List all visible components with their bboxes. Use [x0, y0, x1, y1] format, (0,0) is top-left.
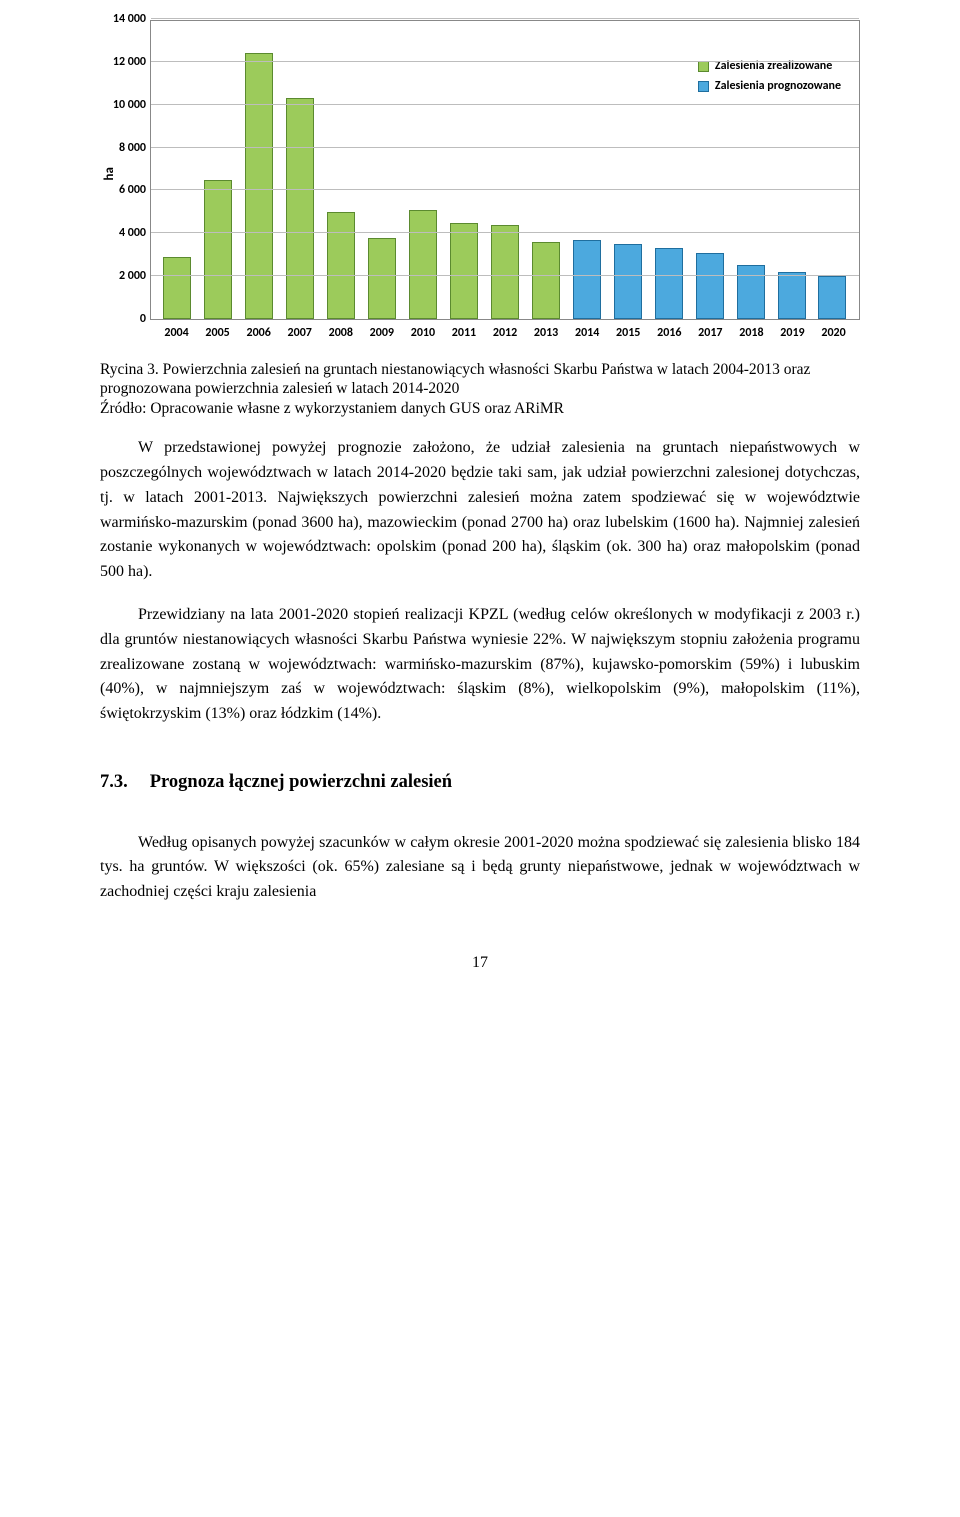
bar-2005	[204, 180, 232, 319]
bar-2016	[655, 248, 683, 319]
x-tick-label: 2019	[772, 324, 813, 342]
afforestation-bar-chart: ha Zalesienia zrealizowane Zalesienia pro…	[100, 20, 860, 342]
figure-caption-source: Źródło: Opracowanie własne z wykorzystan…	[100, 400, 564, 417]
legend-swatch	[698, 81, 709, 92]
y-axis-title: ha	[100, 167, 120, 180]
legend-swatch	[698, 61, 709, 72]
bar-2019	[778, 272, 806, 319]
gridline	[151, 18, 859, 19]
y-tick-label: 10 000	[96, 96, 146, 114]
figure-caption: Rycina 3. Powierzchnia zalesień na grunt…	[100, 360, 860, 418]
x-tick-label: 2013	[526, 324, 567, 342]
x-tick-label: 2018	[731, 324, 772, 342]
x-tick-label: 2014	[567, 324, 608, 342]
x-tick-label: 2006	[238, 324, 279, 342]
legend-item: Zalesienia prognozowane	[698, 77, 841, 95]
legend-label: Zalesienia prognozowane	[715, 77, 841, 95]
x-tick-label: 2008	[320, 324, 361, 342]
y-tick-label: 14 000	[96, 10, 146, 28]
gridline	[151, 61, 859, 62]
gridline	[151, 147, 859, 148]
bar-2020	[818, 276, 846, 319]
y-tick-label: 2 000	[96, 267, 146, 285]
bar-2012	[491, 225, 519, 319]
bar-2006	[245, 53, 273, 319]
x-tick-label: 2016	[649, 324, 690, 342]
bar-2013	[532, 242, 560, 319]
gridline	[151, 189, 859, 190]
y-tick-label: 12 000	[96, 53, 146, 71]
gridline	[151, 104, 859, 105]
chart-plot-area: ha Zalesienia zrealizowaneZalesienia pro…	[150, 20, 860, 320]
bar-2017	[696, 253, 724, 319]
x-tick-label: 2017	[690, 324, 731, 342]
gridline	[151, 232, 859, 233]
x-tick-label: 2004	[156, 324, 197, 342]
y-tick-label: 8 000	[96, 139, 146, 157]
gridline	[151, 275, 859, 276]
body-paragraph-3: Według opisanych powyżej szacunków w cał…	[100, 831, 860, 905]
bar-2008	[327, 212, 355, 319]
bar-2010	[409, 210, 437, 319]
x-tick-label: 2007	[279, 324, 320, 342]
x-tick-label: 2015	[608, 324, 649, 342]
bar-2007	[286, 98, 314, 319]
figure-caption-title: Rycina 3. Powierzchnia zalesień na grunt…	[100, 361, 810, 397]
legend-item: Zalesienia zrealizowane	[698, 57, 841, 75]
x-tick-label: 2005	[197, 324, 238, 342]
bar-2018	[737, 265, 765, 319]
x-tick-label: 2009	[361, 324, 402, 342]
bar-2015	[614, 244, 642, 319]
y-tick-label: 0	[96, 310, 146, 328]
body-paragraph-2: Przewidziany na lata 2001-2020 stopień r…	[100, 603, 860, 727]
body-paragraph-1: W przedstawionej powyżej prognozie założ…	[100, 436, 860, 585]
x-tick-label: 2010	[402, 324, 443, 342]
legend-label: Zalesienia zrealizowane	[715, 57, 832, 75]
chart-legend: Zalesienia zrealizowane Zalesienia progno…	[690, 51, 849, 101]
section-number: 7.3.	[100, 769, 128, 797]
bar-2014	[573, 240, 601, 319]
y-tick-label: 6 000	[96, 181, 146, 199]
x-tick-label: 2012	[485, 324, 526, 342]
page-number: 17	[100, 951, 860, 975]
bar-2009	[368, 238, 396, 319]
bar-2011	[450, 223, 478, 319]
section-heading: 7.3. Prognoza łącznej powierzchni zalesi…	[100, 769, 860, 797]
bar-2004	[163, 257, 191, 319]
x-tick-label: 2011	[443, 324, 484, 342]
y-tick-label: 4 000	[96, 224, 146, 242]
x-tick-label: 2020	[813, 324, 854, 342]
x-axis-labels: 2004200520062007200820092010201120122013…	[150, 320, 860, 342]
section-title: Prognoza łącznej powierzchni zalesień	[150, 769, 452, 797]
